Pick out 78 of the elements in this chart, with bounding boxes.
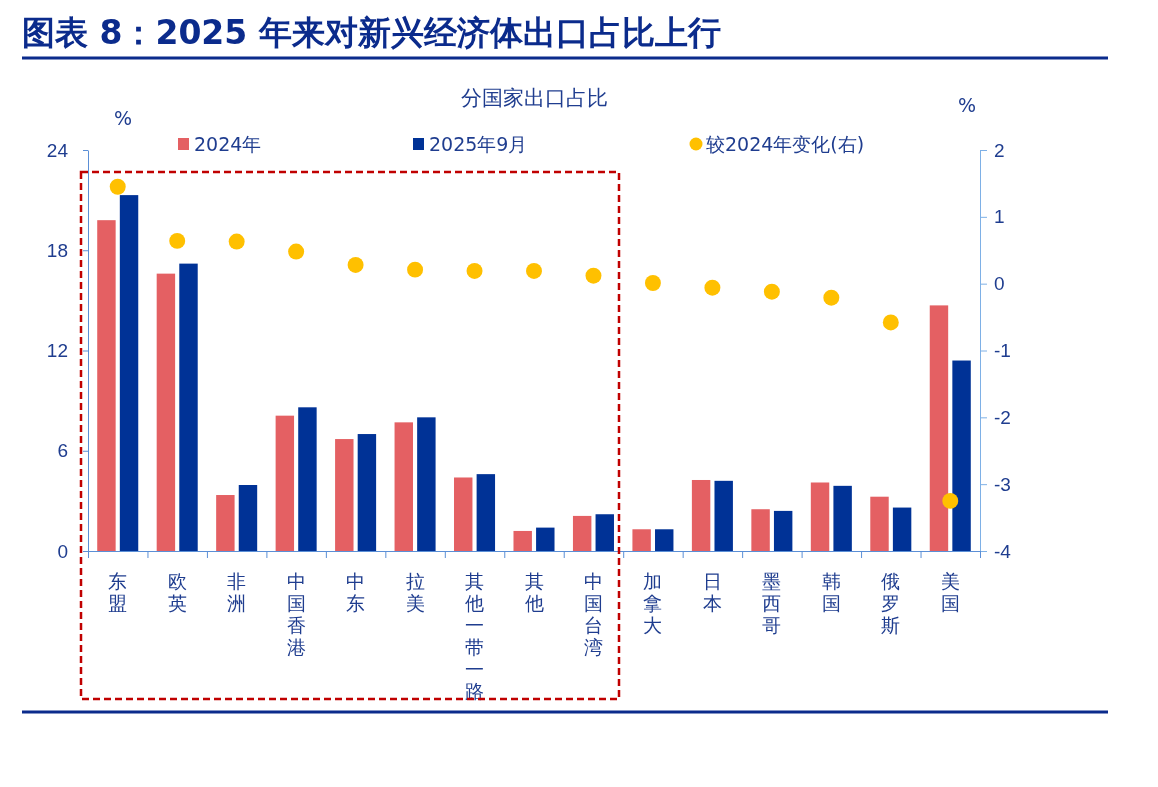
point [347, 256, 364, 273]
x-tick-label: 东盟 [108, 570, 128, 614]
y2-tick-label: 2 [994, 139, 1005, 161]
x-tick-label: 中国台湾 [583, 570, 603, 658]
x-tick-label: 日本 [702, 570, 722, 614]
bar [714, 480, 733, 551]
legend-label: 2024年 [194, 133, 262, 155]
point [109, 178, 126, 195]
bar [536, 527, 555, 551]
x-tick-label: 中国香港 [286, 570, 306, 658]
x-tick-label: 欧英 [167, 570, 187, 614]
y2-tick-label: 1 [994, 206, 1005, 228]
bar [394, 422, 413, 551]
bar [572, 515, 592, 551]
bar [476, 474, 496, 551]
chart-title: 图表 8：2025 年来对新兴经济体出口占比上行 [22, 13, 721, 52]
y-tick-label: 24 [46, 139, 69, 161]
x-tick-label: 非洲 [227, 570, 247, 614]
bar [773, 510, 793, 551]
y2-tick-label: -3 [994, 473, 1011, 495]
point [169, 232, 186, 249]
bar [870, 496, 889, 551]
y2-tick-label: -4 [994, 540, 1012, 562]
y-tick-label: 12 [46, 340, 68, 362]
chart-subtitle: 分国家出口占比 [460, 86, 608, 110]
x-tick-label: 俄罗斯 [881, 570, 901, 636]
y-axis-title: % [113, 107, 133, 129]
y-tick-label: 6 [57, 440, 68, 462]
x-tick-label: 加拿大 [643, 570, 663, 636]
bar [238, 485, 258, 551]
bar [595, 514, 614, 551]
point [288, 243, 305, 260]
bar [298, 407, 317, 551]
legend-label: 2025年9月 [429, 133, 528, 155]
bar [892, 507, 912, 551]
legend-label: 较2024年变化(右) [706, 133, 865, 155]
point [823, 289, 840, 306]
bar [833, 485, 852, 551]
y2-axis-title: % [957, 94, 977, 116]
bar [335, 439, 354, 551]
point [763, 283, 780, 300]
y-tick-label: 18 [46, 239, 68, 261]
x-tick-label: 中东 [346, 570, 366, 614]
bar [357, 434, 377, 551]
point [942, 492, 959, 509]
point [407, 261, 424, 278]
y2-tick-label: -1 [994, 340, 1011, 362]
bar [119, 195, 139, 551]
bar [513, 530, 532, 551]
bar [691, 479, 711, 551]
bar [952, 360, 971, 551]
point [882, 314, 899, 331]
x-tick-label: 拉美 [405, 570, 425, 614]
y-tick-label: 0 [57, 540, 68, 562]
bar [275, 415, 295, 551]
bar [179, 263, 198, 551]
point [466, 263, 483, 279]
bar [929, 305, 949, 551]
bar [156, 273, 176, 551]
point [644, 275, 661, 291]
bar [216, 495, 235, 551]
y2-tick-label: -2 [994, 406, 1011, 428]
x-tick-label: 其他 [524, 570, 544, 614]
bar [97, 220, 116, 551]
bar [454, 477, 473, 551]
bar [655, 529, 674, 551]
bar [417, 417, 436, 551]
point [585, 267, 602, 284]
point [526, 263, 542, 279]
point [228, 233, 245, 250]
y2-tick-label: 0 [994, 273, 1005, 295]
x-tick-label: 美国 [940, 570, 960, 614]
bar [810, 482, 830, 551]
x-tick-label: 韩国 [821, 570, 841, 614]
bar [632, 529, 651, 551]
bar [751, 509, 770, 551]
x-tick-label: 墨西哥 [762, 570, 782, 636]
point [704, 279, 721, 296]
